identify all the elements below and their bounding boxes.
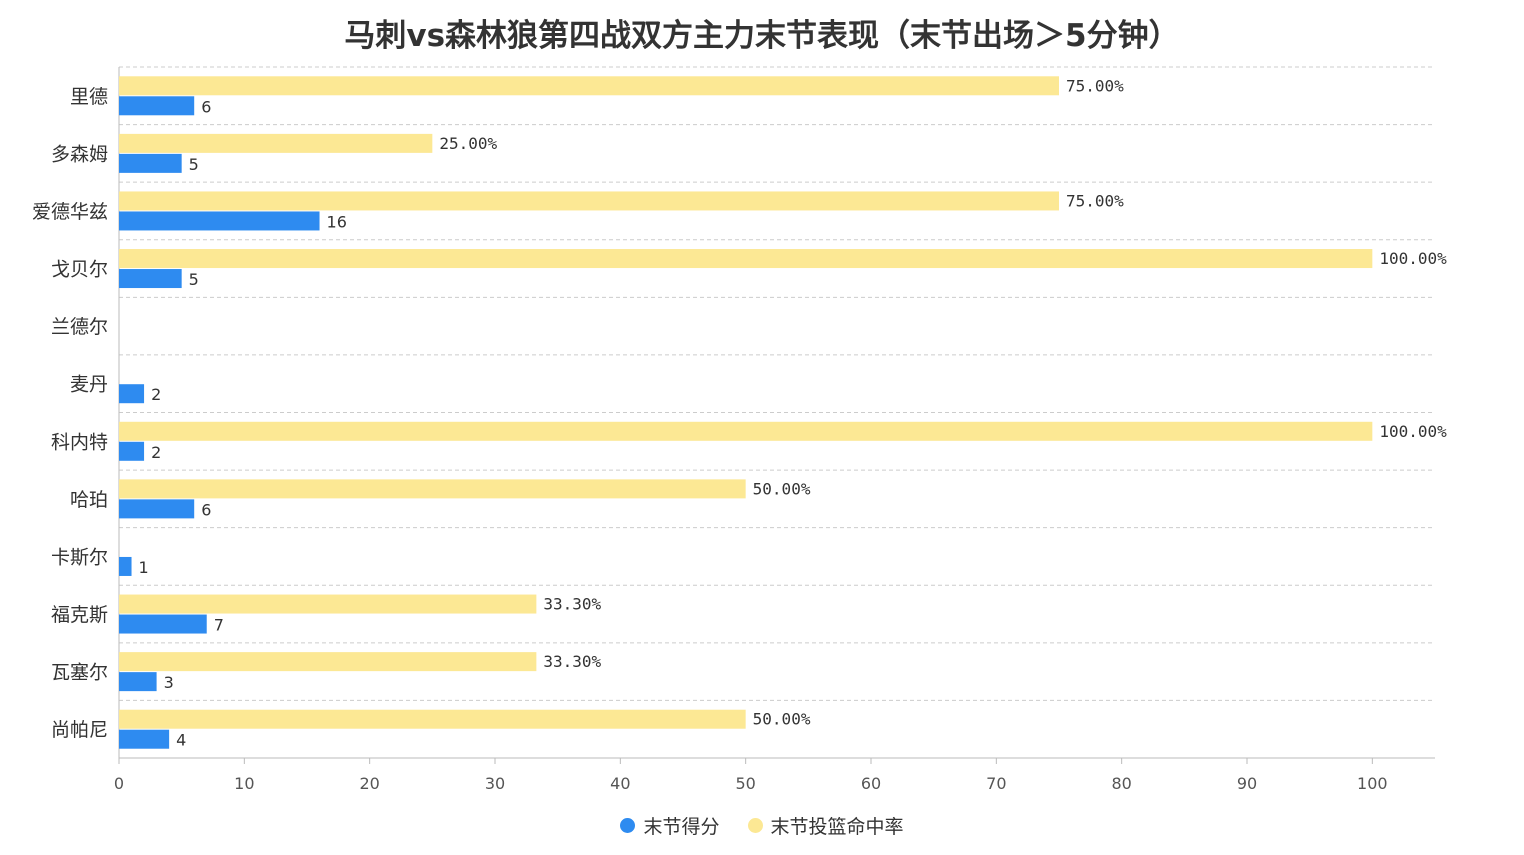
category-label: 卡斯尔	[51, 546, 108, 568]
legend-fg-pct-marker	[747, 818, 763, 833]
score-bar	[119, 153, 182, 173]
category-label: 麦丹	[70, 374, 108, 396]
fg-pct-data-label: 33.30%	[543, 595, 601, 614]
score-data-label: 1	[139, 558, 149, 577]
fg-pct-data-label: 100.00%	[1379, 249, 1447, 268]
category-label: 兰德尔	[51, 316, 108, 338]
category-label: 爱德华兹	[32, 201, 108, 223]
fg-pct-data-label: 100.00%	[1379, 422, 1447, 441]
score-data-label: 5	[189, 155, 199, 174]
category-label: 里德	[70, 86, 108, 108]
x-tick-label: 60	[861, 774, 881, 793]
fg-pct-data-label: 75.00%	[1066, 191, 1124, 210]
fg-pct-bar	[119, 76, 1059, 96]
score-data-label: 2	[151, 443, 161, 462]
legend-item-score[interactable]: 末节得分	[620, 812, 720, 839]
fg-pct-bar	[119, 249, 1373, 269]
legend-fg-pct-label: 末节投篮命中率	[770, 816, 904, 838]
category-label: 哈珀	[70, 489, 108, 511]
score-data-label: 5	[189, 270, 199, 289]
x-tick-label: 40	[610, 774, 630, 793]
category-label: 瓦塞尔	[51, 662, 108, 684]
fg-pct-bar	[119, 133, 433, 153]
legend-score-marker	[620, 818, 636, 833]
x-tick-label: 30	[485, 774, 505, 793]
fg-pct-bar	[119, 421, 1373, 441]
category-label: 尚帕尼	[51, 719, 108, 741]
score-data-label: 3	[164, 673, 174, 692]
score-bar	[119, 384, 145, 404]
fg-pct-bar	[119, 709, 746, 729]
fg-pct-data-label: 75.00%	[1066, 76, 1124, 95]
score-data-label: 6	[201, 500, 211, 519]
fg-pct-data-label: 25.00%	[439, 134, 497, 153]
score-data-label: 6	[201, 97, 211, 116]
score-data-label: 7	[214, 616, 224, 635]
score-bar	[119, 269, 182, 289]
fg-pct-bar	[119, 652, 537, 672]
category-label: 多森姆	[51, 143, 108, 165]
x-tick-label: 90	[1237, 774, 1257, 793]
score-bar	[119, 499, 195, 519]
score-bar	[119, 96, 195, 116]
chart-title: 马刺vs森林狼第四战双方主力末节表现（末节出场＞5分钟）	[344, 18, 1180, 54]
fg-pct-data-label: 33.30%	[543, 652, 601, 671]
score-bar	[119, 672, 157, 692]
category-label: 福克斯	[51, 604, 108, 626]
fg-pct-bar	[119, 479, 746, 499]
score-data-label: 16	[327, 212, 347, 231]
score-bar	[119, 211, 320, 231]
x-tick-label: 10	[234, 774, 254, 793]
category-label: 科内特	[51, 431, 108, 453]
x-tick-label: 100	[1357, 774, 1388, 793]
category-label: 戈贝尔	[51, 259, 108, 281]
score-bar	[119, 441, 145, 461]
fg-pct-bar	[119, 191, 1059, 211]
score-data-label: 2	[151, 385, 161, 404]
x-tick-label: 20	[359, 774, 379, 793]
score-bar	[119, 556, 132, 576]
legend: 末节得分 末节投篮命中率	[0, 812, 1524, 839]
score-bar	[119, 614, 207, 634]
fg-pct-data-label: 50.00%	[753, 479, 811, 498]
legend-score-label: 末节得分	[643, 816, 720, 838]
fg-pct-bar	[119, 594, 537, 614]
x-tick-label: 70	[986, 774, 1006, 793]
score-bar	[119, 729, 170, 749]
x-tick-label: 80	[1111, 774, 1131, 793]
x-tick-label: 0	[114, 774, 124, 793]
score-data-label: 4	[176, 731, 186, 750]
x-tick-label: 50	[735, 774, 755, 793]
fg-pct-data-label: 50.00%	[753, 710, 811, 729]
legend-item-fg-pct[interactable]: 末节投篮命中率	[747, 812, 904, 839]
